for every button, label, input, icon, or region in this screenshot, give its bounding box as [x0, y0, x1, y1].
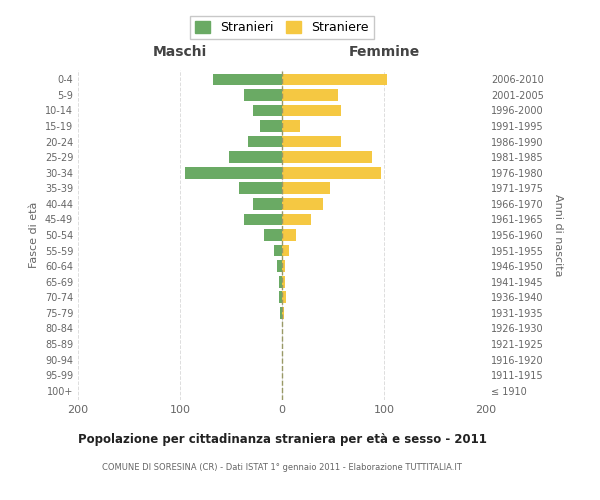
Y-axis label: Fasce di età: Fasce di età — [29, 202, 39, 268]
Bar — [280, 307, 282, 318]
Bar — [212, 74, 282, 85]
Bar — [248, 136, 282, 147]
Bar — [282, 104, 341, 117]
Bar — [282, 244, 289, 256]
Bar — [282, 89, 338, 101]
Bar — [274, 244, 282, 256]
Bar — [282, 182, 330, 194]
Bar — [282, 136, 341, 147]
Bar — [282, 152, 372, 163]
Bar — [253, 104, 282, 117]
Y-axis label: Anni di nascita: Anni di nascita — [553, 194, 563, 276]
Bar — [282, 260, 285, 272]
Bar — [239, 182, 282, 194]
Bar — [244, 89, 282, 101]
Bar — [282, 74, 387, 85]
Bar — [244, 214, 282, 226]
Text: COMUNE DI SORESINA (CR) - Dati ISTAT 1° gennaio 2011 - Elaborazione TUTTITALIA.I: COMUNE DI SORESINA (CR) - Dati ISTAT 1° … — [102, 462, 462, 471]
Bar — [282, 276, 285, 287]
Bar — [282, 214, 311, 226]
Bar — [277, 260, 282, 272]
Bar — [185, 167, 282, 178]
Bar — [282, 307, 284, 318]
Bar — [279, 292, 282, 303]
Bar — [229, 152, 282, 163]
Bar — [282, 292, 286, 303]
Bar — [282, 167, 381, 178]
Text: Maschi: Maschi — [153, 45, 207, 59]
Bar — [282, 120, 301, 132]
Bar — [253, 198, 282, 209]
Text: Femmine: Femmine — [349, 45, 419, 59]
Bar — [282, 198, 323, 209]
Bar — [282, 229, 296, 241]
Legend: Stranieri, Straniere: Stranieri, Straniere — [190, 16, 374, 40]
Bar — [260, 120, 282, 132]
Text: Popolazione per cittadinanza straniera per età e sesso - 2011: Popolazione per cittadinanza straniera p… — [77, 432, 487, 446]
Bar — [263, 229, 282, 241]
Bar — [279, 276, 282, 287]
